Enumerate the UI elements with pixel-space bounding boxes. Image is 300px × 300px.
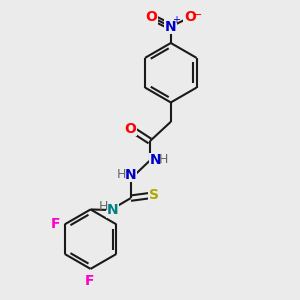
Text: H: H xyxy=(99,200,109,213)
Text: N: N xyxy=(149,153,161,167)
Text: N: N xyxy=(107,203,119,217)
Text: N: N xyxy=(165,20,177,34)
Text: F: F xyxy=(51,217,61,231)
Text: O: O xyxy=(184,10,196,24)
Text: H: H xyxy=(117,168,127,181)
Text: −: − xyxy=(193,10,202,20)
Text: +: + xyxy=(172,15,180,25)
Text: O: O xyxy=(146,10,158,24)
Text: O: O xyxy=(125,122,136,136)
Text: S: S xyxy=(149,188,159,202)
Text: N: N xyxy=(125,168,136,182)
Text: H: H xyxy=(158,153,168,166)
Text: F: F xyxy=(85,274,95,288)
